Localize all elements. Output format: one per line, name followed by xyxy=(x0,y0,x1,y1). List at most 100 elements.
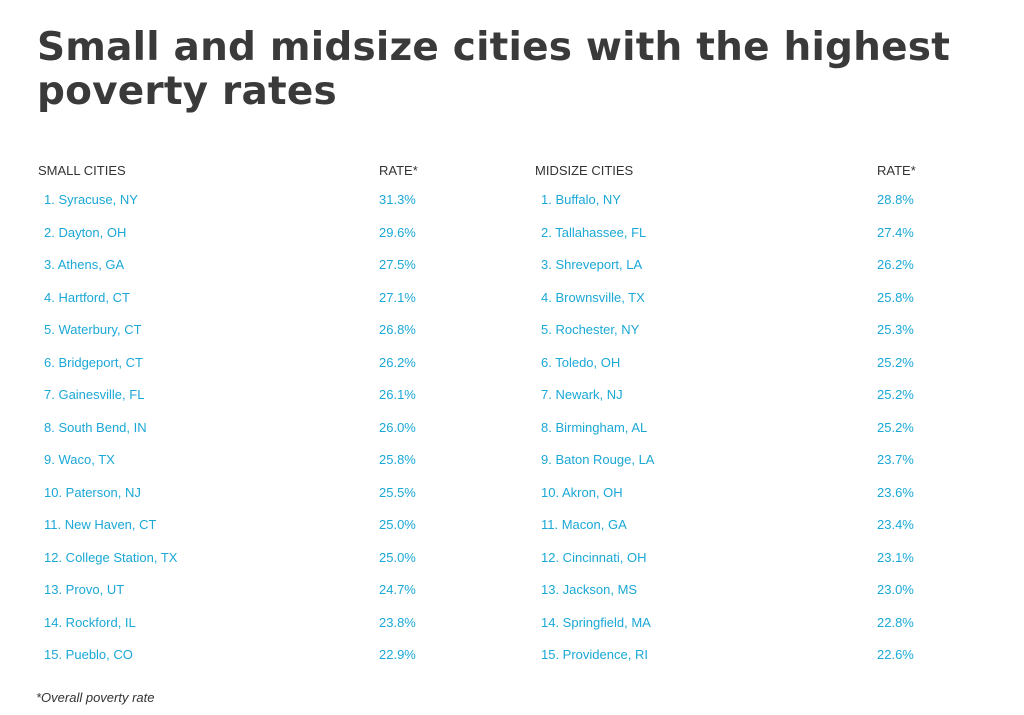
table-row[interactable]: 7. Newark, NJ 25.2% xyxy=(535,387,955,420)
poverty-rate: 31.3% xyxy=(379,192,416,207)
city-name[interactable]: 2. Dayton, OH xyxy=(44,224,127,240)
city-name[interactable]: 5. Waterbury, CT xyxy=(44,322,142,337)
table-row[interactable]: 10. Paterson, NJ 25.5% xyxy=(38,485,458,518)
poverty-rate: 26.8% xyxy=(379,322,416,337)
table-row[interactable]: 11. Macon, GA 23.4% xyxy=(535,517,955,550)
poverty-rate: 27.4% xyxy=(877,224,914,240)
poverty-rate: 24.7% xyxy=(379,582,416,597)
poverty-rate: 23.7% xyxy=(877,452,914,467)
midsize-cities-header-row: MIDSIZE CITIES RATE* xyxy=(535,160,955,180)
city-name[interactable]: 3. Shreveport, LA xyxy=(541,257,643,272)
table-row[interactable]: 11. New Haven, CT 25.0% xyxy=(38,517,458,550)
table-row[interactable]: 6. Bridgeport, CT 26.2% xyxy=(38,355,458,388)
poverty-rate: 27.1% xyxy=(379,289,416,305)
small-cities-rows: 1. Syracuse, NY 31.3% 2. Dayton, OH 29.6% … xyxy=(38,192,458,680)
table-row[interactable]: 4. Hartford, CT 27.1% xyxy=(38,290,458,323)
poverty-rate: 23.6% xyxy=(877,484,914,500)
city-name[interactable]: 12. Cincinnati, OH xyxy=(541,549,647,565)
poverty-rate: 27.5% xyxy=(379,257,416,272)
table-row[interactable]: 4. Brownsville, TX 25.8% xyxy=(535,290,955,323)
table-row[interactable]: 1. Buffalo, NY 28.8% xyxy=(535,192,955,225)
city-name[interactable]: 13. Jackson, MS xyxy=(541,582,638,597)
table-row[interactable]: 13. Provo, UT 24.7% xyxy=(38,582,458,615)
city-name[interactable]: 9. Waco, TX xyxy=(44,452,115,467)
small-cities-header: SMALL CITIES xyxy=(38,163,126,178)
table-row[interactable]: 15. Pueblo, CO 22.9% xyxy=(38,647,458,680)
city-name[interactable]: 7. Newark, NJ xyxy=(541,387,623,402)
table-row[interactable]: 3. Athens, GA 27.5% xyxy=(38,257,458,290)
city-name[interactable]: 11. Macon, GA xyxy=(541,517,627,532)
city-name[interactable]: 11. New Haven, CT xyxy=(44,517,157,532)
poverty-rate: 23.8% xyxy=(379,614,416,630)
poverty-rate: 25.2% xyxy=(877,354,914,370)
poverty-rate: 22.6% xyxy=(877,647,914,662)
poverty-rate: 26.2% xyxy=(877,257,914,272)
table-row[interactable]: 9. Waco, TX 25.8% xyxy=(38,452,458,485)
city-name[interactable]: 6. Bridgeport, CT xyxy=(44,354,143,370)
city-name[interactable]: 14. Springfield, MA xyxy=(541,614,651,630)
table-row[interactable]: 5. Rochester, NY 25.3% xyxy=(535,322,955,355)
small-rate-header: RATE* xyxy=(379,163,418,178)
city-name[interactable]: 12. College Station, TX xyxy=(44,549,178,565)
poverty-rate: 25.2% xyxy=(877,419,914,435)
city-name[interactable]: 10. Akron, OH xyxy=(541,484,623,500)
city-name[interactable]: 15. Providence, RI xyxy=(541,647,648,662)
poverty-rate: 25.8% xyxy=(877,289,914,305)
city-name[interactable]: 7. Gainesville, FL xyxy=(44,387,145,402)
table-row[interactable]: 12. College Station, TX 25.0% xyxy=(38,550,458,583)
city-name[interactable]: 2. Tallahassee, FL xyxy=(541,224,647,240)
poverty-rate: 23.0% xyxy=(877,582,914,597)
table-row[interactable]: 6. Toledo, OH 25.2% xyxy=(535,355,955,388)
city-name[interactable]: 8. Birmingham, AL xyxy=(541,419,648,435)
poverty-rate: 25.0% xyxy=(379,549,416,565)
poverty-rate: 28.8% xyxy=(877,192,914,207)
table-row[interactable]: 5. Waterbury, CT 26.8% xyxy=(38,322,458,355)
table-row[interactable]: 14. Springfield, MA 22.8% xyxy=(535,615,955,648)
table-row[interactable]: 8. South Bend, IN 26.0% xyxy=(38,420,458,453)
poverty-rate: 23.4% xyxy=(877,517,914,532)
table-row[interactable]: 3. Shreveport, LA 26.2% xyxy=(535,257,955,290)
city-name[interactable]: 14. Rockford, IL xyxy=(44,614,136,630)
city-name[interactable]: 4. Hartford, CT xyxy=(44,289,130,305)
table-row[interactable]: 1. Syracuse, NY 31.3% xyxy=(38,192,458,225)
midsize-cities-table: MIDSIZE CITIES RATE* 1. Buffalo, NY 28.8%… xyxy=(535,160,955,662)
small-cities-header-row: SMALL CITIES RATE* xyxy=(38,160,458,180)
poverty-rate: 22.9% xyxy=(379,647,416,662)
page-title: Small and midsize cities with the highes… xyxy=(37,25,951,114)
poverty-rate: 26.0% xyxy=(379,419,416,435)
table-row[interactable]: 2. Tallahassee, FL 27.4% xyxy=(535,225,955,258)
poverty-rate: 26.1% xyxy=(379,387,416,402)
poverty-rate: 25.3% xyxy=(877,322,914,337)
city-name[interactable]: 15. Pueblo, CO xyxy=(44,647,133,662)
poverty-rate: 25.0% xyxy=(379,517,416,532)
table-row[interactable]: 9. Baton Rouge, LA 23.7% xyxy=(535,452,955,485)
poverty-rate: 25.5% xyxy=(379,484,416,500)
poverty-rate: 26.2% xyxy=(379,354,416,370)
poverty-rate: 23.1% xyxy=(877,549,914,565)
table-row[interactable]: 14. Rockford, IL 23.8% xyxy=(38,615,458,648)
poverty-rate: 25.2% xyxy=(877,387,914,402)
table-row[interactable]: 7. Gainesville, FL 26.1% xyxy=(38,387,458,420)
city-name[interactable]: 8. South Bend, IN xyxy=(44,419,147,435)
city-name[interactable]: 5. Rochester, NY xyxy=(541,322,640,337)
midsize-rate-header: RATE* xyxy=(877,163,916,178)
table-row[interactable]: 13. Jackson, MS 23.0% xyxy=(535,582,955,615)
city-name[interactable]: 6. Toledo, OH xyxy=(541,354,621,370)
table-row[interactable]: 15. Providence, RI 22.6% xyxy=(535,647,955,680)
table-row[interactable]: 2. Dayton, OH 29.6% xyxy=(38,225,458,258)
city-name[interactable]: 4. Brownsville, TX xyxy=(541,289,645,305)
table-row[interactable]: 10. Akron, OH 23.6% xyxy=(535,485,955,518)
city-name[interactable]: 1. Syracuse, NY xyxy=(44,192,138,207)
table-row[interactable]: 12. Cincinnati, OH 23.1% xyxy=(535,550,955,583)
small-cities-table: SMALL CITIES RATE* 1. Syracuse, NY 31.3% … xyxy=(38,160,458,662)
midsize-cities-rows: 1. Buffalo, NY 28.8% 2. Tallahassee, FL 27… xyxy=(535,192,955,680)
poverty-rate: 22.8% xyxy=(877,614,914,630)
poverty-rate: 25.8% xyxy=(379,452,416,467)
city-name[interactable]: 9. Baton Rouge, LA xyxy=(541,452,655,467)
city-name[interactable]: 10. Paterson, NJ xyxy=(44,484,141,500)
city-name[interactable]: 13. Provo, UT xyxy=(44,582,125,597)
city-name[interactable]: 1. Buffalo, NY xyxy=(541,192,621,207)
midsize-cities-header: MIDSIZE CITIES xyxy=(535,163,634,178)
table-row[interactable]: 8. Birmingham, AL 25.2% xyxy=(535,420,955,453)
city-name[interactable]: 3. Athens, GA xyxy=(44,257,125,272)
